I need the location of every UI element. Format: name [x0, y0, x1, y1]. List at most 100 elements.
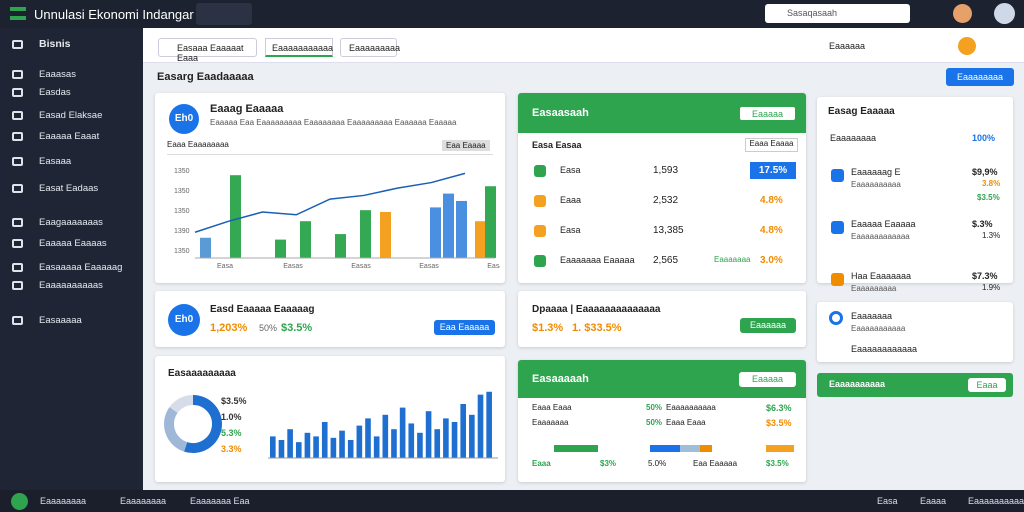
- nav-text: Bisnis: [39, 38, 71, 50]
- x-label: Easas: [487, 263, 500, 270]
- bar-chart: [268, 391, 498, 459]
- value: 1,203%: [210, 322, 248, 334]
- row-name: Easa: [560, 165, 581, 175]
- row-value: $9,9%: [972, 167, 998, 177]
- value: $3.5%: [281, 322, 313, 334]
- button[interactable]: Eaaaaaaaa: [946, 68, 1014, 86]
- bar: [430, 207, 441, 258]
- nav-item[interactable]: Eaaaaa Eaaat: [12, 131, 99, 142]
- bar: [485, 186, 496, 258]
- bar: [200, 237, 211, 258]
- tab-bar: Easaaa Eaaaaat Eaaa Eaaaaaaaaaaa Eaaaaaa…: [143, 28, 1024, 63]
- bar: [295, 442, 302, 458]
- row-pct: 17.5%: [750, 162, 796, 179]
- bar: [456, 200, 467, 258]
- bar: [451, 422, 458, 458]
- y-label: 1350: [174, 208, 190, 215]
- nav-item[interactable]: Easad Elaksae: [12, 110, 102, 121]
- bar: [460, 404, 467, 458]
- x-label: Easas: [283, 263, 303, 270]
- row-value: $6.3%: [766, 403, 792, 413]
- nav-item[interactable]: Eaaaaaaaaaas: [12, 280, 103, 291]
- toolbar[interactable]: [196, 3, 252, 25]
- nav-item[interactable]: Eaaasas: [12, 69, 76, 80]
- bar: [275, 239, 286, 258]
- bar: [700, 445, 712, 452]
- nav-text: Easaaaaa Eaaaaag: [39, 262, 123, 273]
- nav-item[interactable]: Easat Eadaas: [12, 183, 98, 194]
- nav-text: Easad Elaksae: [39, 110, 103, 121]
- nav-item[interactable]: Eaaaaa Eaaaas: [12, 238, 107, 249]
- card-title: Easd Eaaaaa Eaaaaag: [210, 304, 315, 315]
- bar: [321, 422, 328, 458]
- icon: [534, 255, 546, 267]
- donut-label: 3.3%: [221, 444, 242, 454]
- bar: [434, 429, 441, 458]
- donut-slice: [169, 395, 194, 414]
- nav-item[interactable]: Easaaaaa: [12, 315, 82, 326]
- bar: [650, 445, 680, 452]
- donut-chart: [164, 395, 222, 453]
- bar: [300, 221, 311, 258]
- row-pct: 3.8%: [982, 179, 1001, 188]
- icon: [534, 195, 546, 207]
- icon: [831, 273, 844, 286]
- y-label: 1350: [174, 188, 190, 195]
- search-box[interactable]: Sasaqasaah: [765, 4, 910, 23]
- x-label: Easas: [351, 263, 371, 270]
- tab[interactable]: Easaaa Eaaaaat Eaaa: [158, 38, 257, 63]
- sidebar: Bisnis Eaaasas Easdas Easad Elaksae Eaaaaa E…: [0, 28, 143, 490]
- bar: [230, 175, 241, 258]
- legend: Eaaa Eaaaaaaaa Eaa Eaaaa: [167, 140, 493, 155]
- bar: [399, 407, 406, 458]
- icon: Eh0: [169, 104, 199, 134]
- legend-text: Eaaa Eaaaaaaaa: [167, 140, 229, 149]
- row-value: 2,532: [653, 195, 679, 206]
- card: Eaaaaaaa Eaaaaaaaaaaa Eaaaaaaaaaaaa: [817, 302, 1013, 362]
- icon[interactable]: [958, 37, 976, 55]
- bar: [347, 440, 354, 458]
- row-pct: 50%: [646, 418, 663, 427]
- head: 100%: [972, 133, 996, 143]
- card-title: Eaaag Eaaaaa: [210, 103, 284, 115]
- tab[interactable]: Eaaaaaaaaaaa: [265, 38, 333, 57]
- bar: [443, 418, 449, 458]
- footer-text: Eaaaaaaaaaa: [968, 496, 1024, 506]
- button[interactable]: Eaaaaaa: [740, 318, 796, 333]
- button[interactable]: Eaaaaa: [739, 372, 796, 387]
- row-pct: 50%: [646, 403, 663, 412]
- avatar[interactable]: [953, 4, 972, 23]
- bar: [766, 445, 794, 452]
- line: [194, 172, 466, 233]
- row-value: $3.5%: [766, 418, 792, 428]
- foot-text: $3.5%: [766, 459, 789, 468]
- row-sub: Eaaaaaaaaaa: [851, 180, 901, 189]
- row-sub: Eaaaaaaaaaaaa: [851, 232, 910, 241]
- text: Eaaaaaaaaaaaa: [851, 344, 918, 354]
- bar: [475, 221, 486, 258]
- nav-item[interactable]: Eaagaaaaaaas: [12, 217, 103, 228]
- avatar[interactable]: [994, 3, 1015, 24]
- button[interactable]: Eaa Eaaaaa: [434, 320, 495, 335]
- button[interactable]: Eaaa: [968, 378, 1006, 392]
- button[interactable]: Eaaaaa: [739, 106, 796, 121]
- bar: [477, 394, 484, 458]
- donut-label: 1.0%: [221, 412, 242, 422]
- footer-text: Eaaaaaaaa: [120, 496, 167, 506]
- bar: [486, 391, 492, 458]
- bar: [380, 212, 391, 258]
- nav-item[interactable]: Bisnis: [12, 38, 71, 50]
- badge[interactable]: Eaaaaaa: [829, 41, 866, 51]
- tab[interactable]: Eaaaaaaaaa: [340, 38, 400, 57]
- nav-text: Eaaasas: [39, 69, 76, 80]
- nav-item[interactable]: Easaaaaa Eaaaaag: [12, 262, 122, 273]
- nav-item[interactable]: Easdas: [12, 87, 71, 98]
- footer-text: Eaaaa: [920, 496, 947, 506]
- logo: [10, 7, 26, 20]
- subtitle: Eaaaaa Eaa Eaaaaaaaaa Eaaaaaaaa Eaaaaaaa…: [210, 118, 457, 127]
- nav-item[interactable]: Easaaa: [12, 156, 71, 167]
- row-name: Eaaaaaaa Eaaaaa: [560, 255, 635, 265]
- y-label: 1390: [174, 228, 190, 235]
- row-pct: 4.8%: [760, 195, 783, 206]
